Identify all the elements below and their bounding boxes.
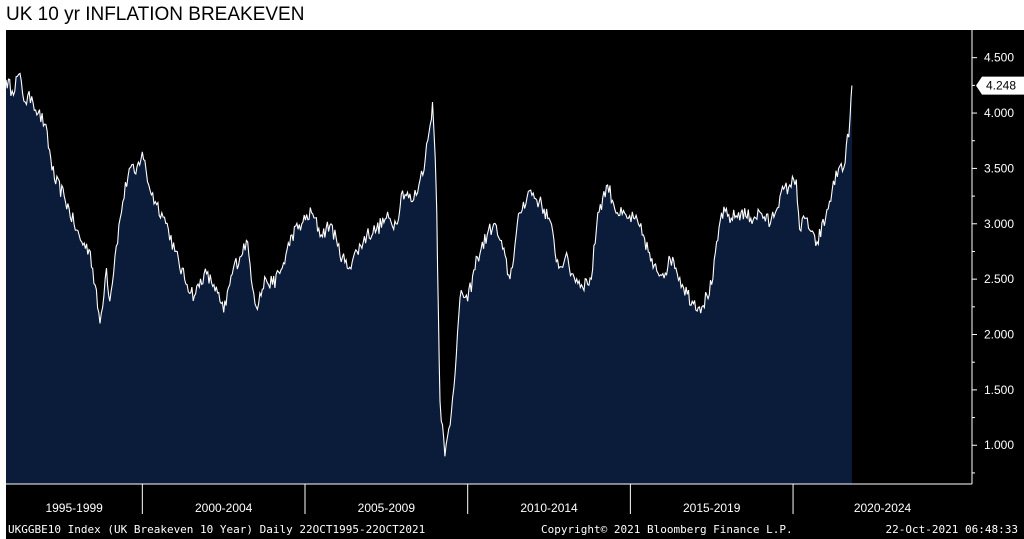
footer-timestamp: 22-Oct-2021 06:48:33 — [886, 523, 1018, 536]
x-period-label: 2000-2004 — [195, 501, 253, 515]
y-tick-label: 3.500 — [984, 161, 1014, 175]
last-value-label: 4.248 — [986, 79, 1016, 93]
series-area — [6, 73, 852, 485]
y-axis: 1.000 1.500 2.000 2.500 3.000 3.500 4.000 4.500 — [971, 30, 1014, 484]
x-period-label: 1995-1999 — [45, 501, 103, 515]
x-axis: 1995-1999 2000-2004 2005-2009 2010-2014 2015… — [6, 483, 972, 515]
last-value-box — [976, 76, 1024, 95]
x-period-label: 2015-2019 — [683, 501, 741, 515]
y-tick-label: 2.000 — [984, 328, 1014, 342]
x-period-label: 2010-2014 — [520, 501, 578, 515]
y-tick-label: 4.000 — [984, 106, 1014, 120]
footer-copyright: Copyright© 2021 Bloomberg Finance L.P. — [541, 523, 793, 536]
y-tick-label: 2.500 — [984, 272, 1014, 286]
x-period-label: 2020-2024 — [854, 501, 912, 515]
x-period-label: 2005-2009 — [358, 501, 416, 515]
chart-title: UK 10 yr INFLATION BREAKEVEN — [6, 4, 305, 25]
y-tick-label: 4.500 — [984, 51, 1014, 65]
y-tick-label: 3.000 — [984, 217, 1014, 231]
series-line — [5, 72, 853, 457]
last-value-badge: 4.248 — [976, 76, 1024, 95]
y-tick-label: 1.500 — [984, 383, 1014, 397]
footer-index-info: UKGGBE10 Index (UK Breakeven 10 Year) Da… — [8, 523, 425, 536]
y-tick-label: 1.000 — [984, 438, 1014, 452]
